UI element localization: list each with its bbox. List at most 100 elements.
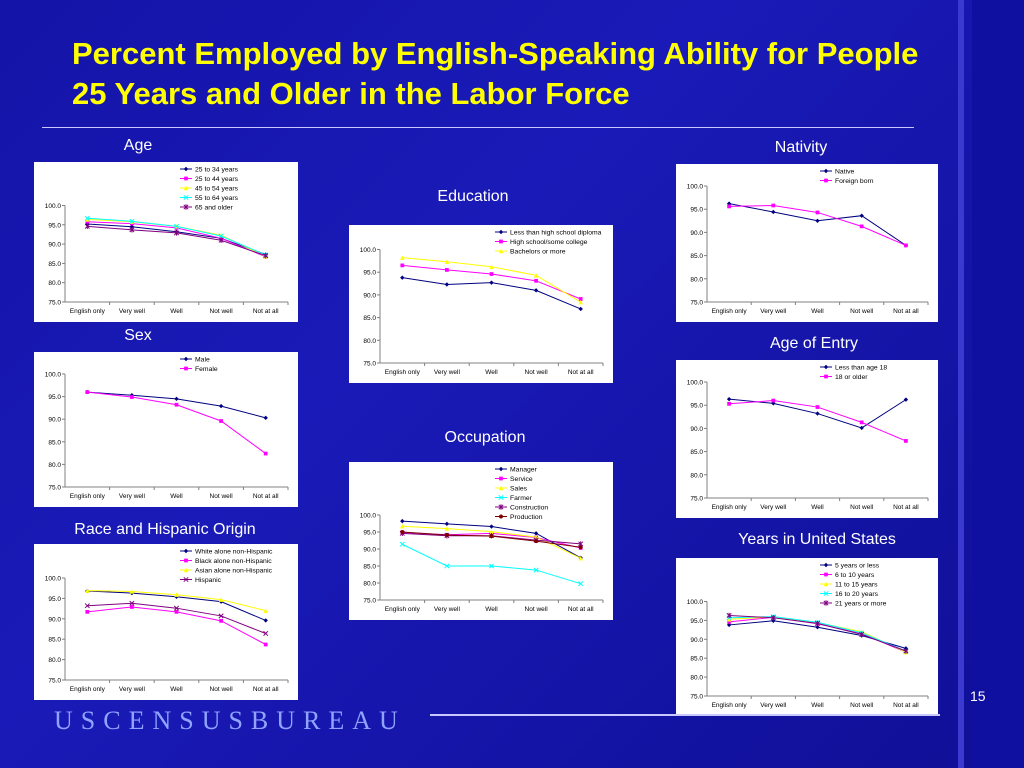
data-point — [263, 618, 268, 623]
data-point — [489, 524, 494, 529]
chart-svg: 75.0 80.0 85.0 90.0 95.0 100.0 English only Ver… — [687, 562, 929, 709]
data-point — [400, 275, 405, 280]
data-point — [399, 541, 405, 547]
title-divider — [42, 127, 914, 128]
chart-svg: 75.0 80.0 85.0 90.0 95.0 100.0 English only Ver… — [687, 168, 929, 315]
y-tick-label: 85.0 — [363, 315, 376, 322]
chart-race: 75.0 80.0 85.0 90.0 95.0 100.0 English only Ver… — [34, 544, 298, 700]
chart-sex: 75.0 80.0 85.0 90.0 95.0 100.0 English only Ver… — [34, 352, 298, 507]
data-point — [859, 420, 864, 425]
data-point — [174, 396, 179, 402]
series-line — [87, 391, 266, 454]
data-point — [815, 218, 820, 223]
legend-marker — [498, 466, 504, 472]
legend-label: 16 to 20 years — [835, 591, 879, 598]
legend-label: 55 to 64 years — [195, 195, 239, 202]
legend-marker — [823, 590, 829, 597]
legend-marker — [498, 494, 504, 501]
data-point — [400, 263, 405, 268]
data-point — [533, 534, 539, 540]
data-point — [771, 209, 776, 215]
y-tick-label: 90.0 — [48, 417, 61, 424]
chart-title-age: Age — [123, 137, 153, 154]
x-tick-label: Not at all — [568, 369, 594, 376]
y-tick-label: 80.0 — [690, 472, 703, 479]
data-point — [770, 615, 776, 621]
x-tick-label: Not well — [210, 686, 234, 693]
legend-label: Asian alone non-Hispanic — [195, 567, 273, 574]
y-tick-label: 85.0 — [48, 637, 61, 644]
data-point — [173, 223, 180, 229]
y-tick-label: 95.0 — [690, 403, 703, 410]
data-point — [815, 405, 820, 409]
legend-label: Sales — [510, 485, 528, 492]
x-tick-label: Not at all — [893, 702, 919, 709]
chart-svg: 75.0 80.0 85.0 90.0 95.0 100.0 English only Ver… — [360, 466, 604, 613]
y-tick-label: 85.0 — [690, 449, 703, 456]
y-tick-label: 85.0 — [690, 656, 703, 663]
data-point — [489, 529, 494, 534]
legend-marker — [824, 572, 828, 577]
chart-title-nativity: Nativity — [774, 139, 828, 156]
x-tick-label: English only — [385, 369, 421, 376]
page-title: Percent Employed by English-Speaking Abi… — [72, 36, 919, 111]
data-point — [814, 620, 821, 627]
y-tick-label: 100.0 — [45, 576, 62, 583]
data-point — [489, 280, 494, 285]
x-tick-label: Well — [485, 369, 498, 376]
data-point — [904, 243, 908, 248]
chart-age: 75.0 80.0 85.0 90.0 95.0 100.0 English only Ver… — [34, 162, 298, 322]
data-point — [815, 625, 820, 630]
x-tick-label: Very well — [119, 308, 146, 315]
x-tick-label: Not well — [525, 369, 549, 376]
x-tick-label: Not at all — [253, 493, 279, 500]
y-tick-label: 75.0 — [48, 300, 61, 307]
data-point — [130, 395, 134, 399]
data-point — [727, 204, 731, 209]
x-tick-label: Very well — [434, 606, 461, 613]
data-point — [578, 555, 583, 561]
data-point — [85, 217, 90, 222]
y-tick-label: 75.0 — [48, 485, 61, 492]
x-tick-label: Very well — [760, 308, 787, 315]
legend-label: Construction — [510, 504, 548, 511]
data-point — [444, 282, 450, 287]
data-point — [578, 306, 583, 312]
x-tick-label: Very well — [760, 504, 787, 511]
legend-marker — [183, 166, 189, 172]
y-tick-label: 85.0 — [363, 564, 376, 571]
data-point — [726, 396, 732, 402]
legend-label: Bachelors or more — [510, 248, 566, 255]
data-point — [578, 299, 583, 305]
legend-marker — [824, 374, 828, 379]
y-tick-label: 100.0 — [45, 203, 62, 210]
data-point — [263, 252, 269, 259]
data-point — [444, 563, 450, 569]
legend-label: Farmer — [510, 495, 533, 502]
legend-marker — [184, 366, 188, 371]
data-point — [219, 419, 223, 423]
legend-marker — [499, 239, 503, 244]
legend-label: 11 to 15 years — [835, 581, 878, 588]
x-tick-label: Very well — [119, 686, 146, 693]
series-line — [402, 543, 581, 585]
chart-svg: 75.0 80.0 85.0 90.0 95.0 100.0 English only Ver… — [45, 356, 289, 500]
chart-education: 75.0 80.0 85.0 90.0 95.0 100.0 English only Ver… — [349, 225, 613, 383]
x-tick-label: Well — [170, 493, 183, 500]
decor-stripe — [958, 0, 964, 768]
data-point — [173, 230, 180, 236]
legend-marker — [823, 364, 829, 370]
data-point — [84, 223, 90, 230]
legend-marker — [823, 168, 829, 174]
legend-marker — [184, 176, 188, 181]
data-point — [174, 609, 179, 614]
x-tick-label: English only — [712, 308, 748, 315]
x-tick-label: English only — [70, 686, 106, 693]
x-tick-label: Not well — [525, 606, 549, 613]
y-tick-label: 100.0 — [687, 599, 704, 606]
x-tick-label: Not at all — [253, 308, 279, 315]
chart-svg: 75.0 80.0 85.0 90.0 95.0 100.0 English only Ver… — [360, 229, 604, 376]
legend-marker — [498, 504, 504, 510]
chart-nativity: 75.0 80.0 85.0 90.0 95.0 100.0 English only Ver… — [676, 164, 938, 322]
y-tick-label: 95.0 — [48, 222, 61, 229]
